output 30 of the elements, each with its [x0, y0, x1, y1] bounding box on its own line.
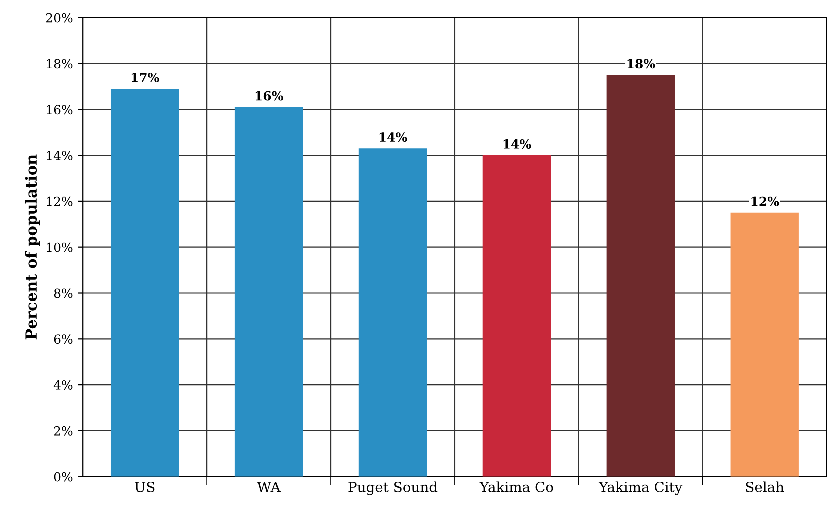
y-tick-label: 12%	[47, 196, 73, 206]
data-label: 14%	[504, 140, 532, 149]
bar	[358, 148, 428, 477]
data-label: 18%	[628, 59, 656, 69]
y-tick-label: 0%	[54, 472, 73, 482]
x-tick-label: Selah	[746, 482, 784, 492]
x-tick-label: Yakima City	[598, 482, 683, 496]
data-label: 12%	[752, 196, 780, 206]
bar	[482, 156, 552, 477]
bar	[234, 107, 304, 477]
bar	[730, 212, 799, 477]
x-tick-label: Yakima Co	[480, 482, 554, 492]
x-tick-label: US	[135, 482, 155, 492]
y-axis-title: Percent of population	[25, 154, 40, 340]
y-tick-label: 2%	[54, 426, 73, 436]
x-tick-label: Puget Sound	[348, 482, 438, 496]
y-tick-label: 14%	[47, 151, 73, 160]
y-tick-label: 10%	[47, 242, 73, 252]
data-label: 16%	[256, 91, 284, 101]
data-label: 17%	[132, 72, 160, 82]
y-tick-label: 16%	[47, 105, 73, 115]
y-tick-label: 20%	[46, 13, 73, 23]
data-label: 14%	[380, 132, 408, 142]
y-tick-label: 8%	[54, 288, 73, 298]
x-tick-label: WA	[257, 482, 281, 492]
y-tick-label: 6%	[54, 334, 73, 344]
y-tick-label: 18%	[47, 59, 73, 69]
bar	[110, 88, 180, 477]
bar	[606, 75, 675, 477]
y-tick-label: 4%	[54, 380, 73, 390]
